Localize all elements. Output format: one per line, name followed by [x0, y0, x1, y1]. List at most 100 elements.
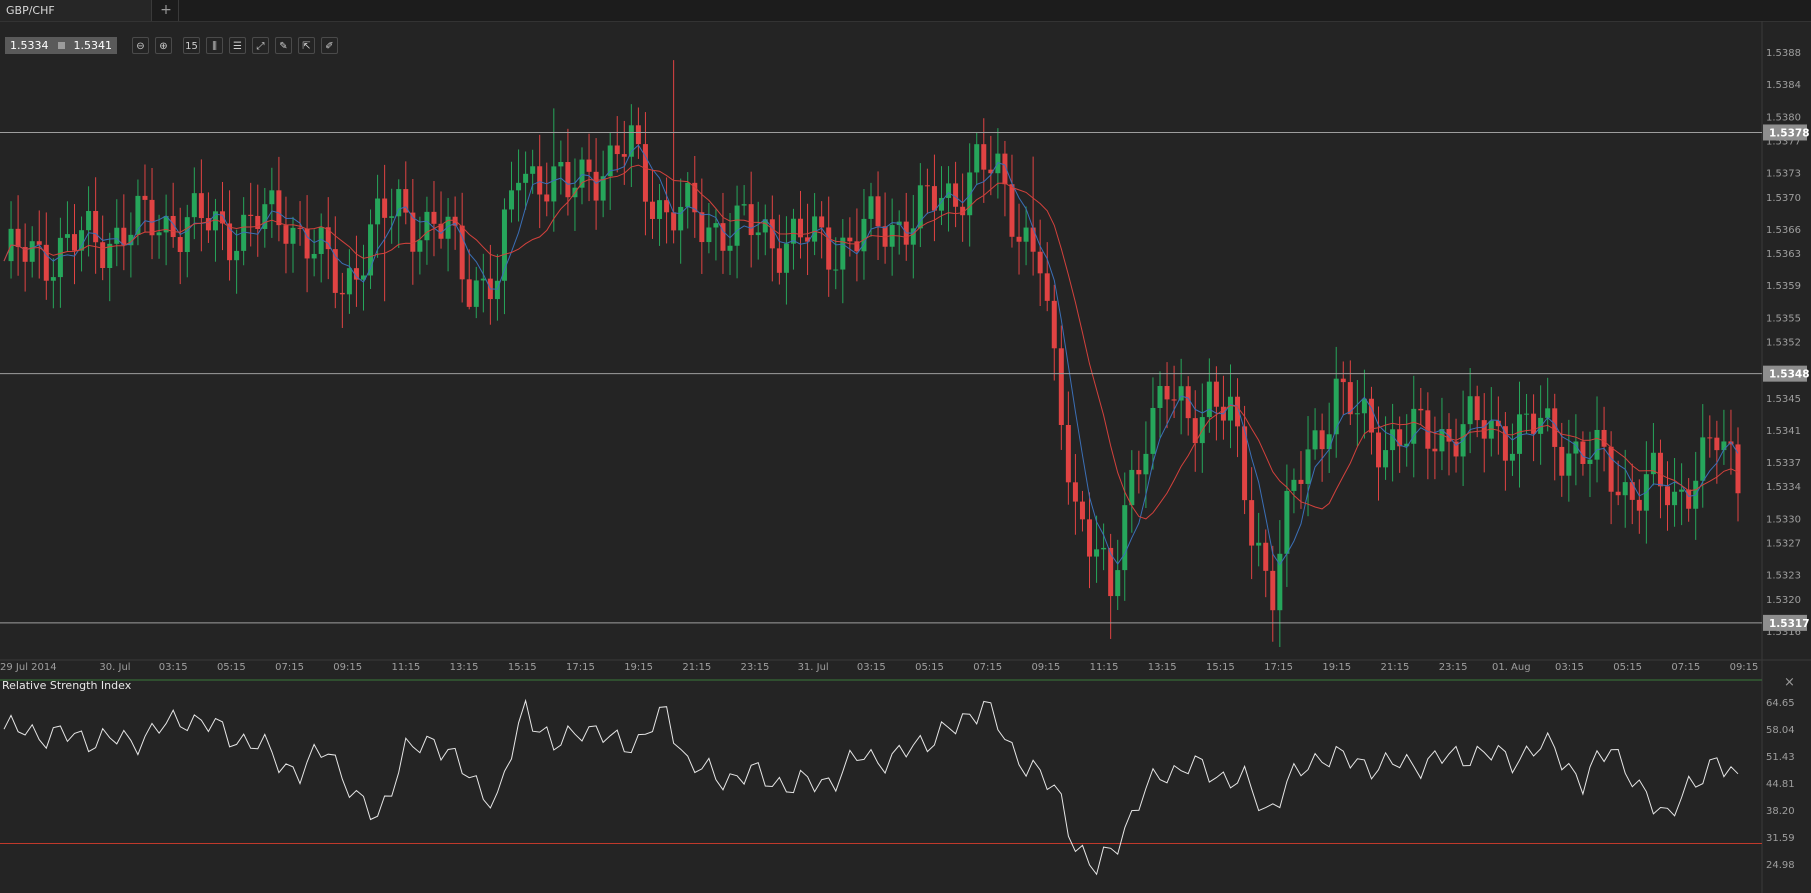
- candle-body: [1333, 378, 1339, 435]
- candle-body: [43, 244, 49, 281]
- candle-body: [1192, 418, 1198, 444]
- time-axis-label: 05:15: [915, 662, 944, 673]
- candle-body: [290, 227, 296, 244]
- time-axis-label: 21:15: [1381, 662, 1410, 673]
- candle-body: [924, 185, 930, 187]
- price-axis-label: 1.5352: [1766, 338, 1801, 349]
- candle-body: [579, 159, 585, 188]
- time-axis-label: 07:15: [1671, 662, 1700, 673]
- candle-body: [1707, 437, 1713, 439]
- candle-body: [1164, 386, 1170, 400]
- time-axis-label: 17:15: [566, 662, 595, 673]
- rsi-close-icon[interactable]: ×: [1784, 675, 1795, 690]
- time-axis-label: 31. Jul: [798, 662, 829, 673]
- candle-body: [205, 218, 211, 231]
- candle-body: [833, 269, 839, 271]
- candle-body: [198, 193, 204, 219]
- candle-body: [530, 166, 536, 174]
- candle-body: [431, 211, 437, 224]
- candle-body: [621, 154, 627, 157]
- candle-body: [938, 197, 944, 211]
- candle-body: [974, 144, 980, 173]
- price-axis-label: 1.5388: [1766, 48, 1801, 59]
- candle-body: [389, 216, 395, 218]
- candle-body: [734, 205, 740, 246]
- candle-body: [262, 204, 268, 229]
- time-axis-label: 01. Aug: [1492, 662, 1531, 673]
- candle-body: [1404, 443, 1410, 447]
- candle-body: [1143, 453, 1149, 475]
- candle-body: [671, 212, 677, 231]
- candle-body: [1615, 491, 1621, 496]
- candle-body: [868, 196, 874, 219]
- tab-gbp-chf[interactable]: GBP/CHF: [0, 0, 152, 21]
- export-icon[interactable]: ⇱: [298, 37, 315, 54]
- price-axis-label: 1.5384: [1766, 80, 1801, 91]
- candle-body: [297, 227, 303, 229]
- candle-body: [1524, 413, 1530, 415]
- candle-body: [382, 198, 388, 218]
- price-axis-label: 1.5359: [1766, 281, 1801, 292]
- candle-body: [713, 223, 719, 228]
- time-axis-label: 30. Jul: [99, 662, 130, 673]
- price-axis-label: 1.5337: [1766, 458, 1801, 469]
- candle-body: [917, 185, 923, 229]
- candle-body: [466, 279, 472, 307]
- candle-body: [1072, 482, 1078, 502]
- candle-body: [1721, 441, 1727, 451]
- candle-body: [403, 189, 409, 213]
- chart-type-icon[interactable]: ⫼: [206, 37, 223, 54]
- candle-body: [755, 232, 761, 236]
- candle-body: [1368, 398, 1374, 433]
- candle-body: [1058, 348, 1064, 425]
- candle-body: [1665, 486, 1671, 506]
- price-tag-label: 1.5348: [1769, 369, 1810, 381]
- draw-line-icon[interactable]: ✐: [321, 37, 338, 54]
- time-axis-label: 09:15: [1730, 662, 1759, 673]
- candle-body: [163, 215, 169, 233]
- candle-body: [805, 237, 811, 242]
- candle-body: [1361, 398, 1367, 414]
- timeframe-icon[interactable]: 15: [183, 37, 200, 54]
- candle-body: [783, 243, 789, 273]
- candle-body: [1044, 273, 1050, 301]
- candle-body: [191, 193, 197, 218]
- candle-body: [1601, 429, 1607, 447]
- time-axis-label: 07:15: [973, 662, 1002, 673]
- candle-body: [184, 217, 190, 253]
- candle-body: [1115, 570, 1121, 597]
- zoom-in-icon[interactable]: ⊕: [155, 37, 172, 54]
- candle-body: [854, 241, 860, 252]
- candle-body: [1030, 227, 1036, 252]
- candle-body: [1594, 429, 1600, 460]
- drawing-icon[interactable]: ⤢: [252, 37, 269, 54]
- candle-body: [607, 145, 613, 177]
- candle-body: [1087, 519, 1093, 557]
- price-axis-label: 1.5373: [1766, 169, 1801, 180]
- candle-body: [1714, 437, 1720, 451]
- rsi-axis-label: 44.81: [1766, 779, 1795, 790]
- candle-body: [720, 223, 726, 251]
- candle-body: [847, 237, 853, 242]
- candle-body: [1136, 469, 1142, 475]
- add-tab-button[interactable]: +: [154, 0, 179, 21]
- candle-body: [706, 227, 712, 243]
- moving-average-slow: [3, 164, 1739, 520]
- tab-bar: GBP/CHF +: [0, 0, 1811, 22]
- candle-body: [1587, 459, 1593, 464]
- candle-body: [1185, 386, 1191, 419]
- time-axis-label: 19:15: [1322, 662, 1351, 673]
- candle-body: [1397, 429, 1403, 447]
- candle-body: [1108, 547, 1114, 597]
- candle-body: [368, 224, 374, 276]
- zoom-out-icon[interactable]: ⊖: [132, 37, 149, 54]
- candle-body: [664, 200, 670, 213]
- candle-body: [1037, 251, 1043, 274]
- indicators-icon[interactable]: ☰: [229, 37, 246, 54]
- candle-body: [212, 211, 218, 231]
- tools-icon[interactable]: ✎: [275, 37, 292, 54]
- candle-body: [501, 209, 507, 281]
- candle-body: [776, 248, 782, 273]
- candle-body: [812, 216, 818, 242]
